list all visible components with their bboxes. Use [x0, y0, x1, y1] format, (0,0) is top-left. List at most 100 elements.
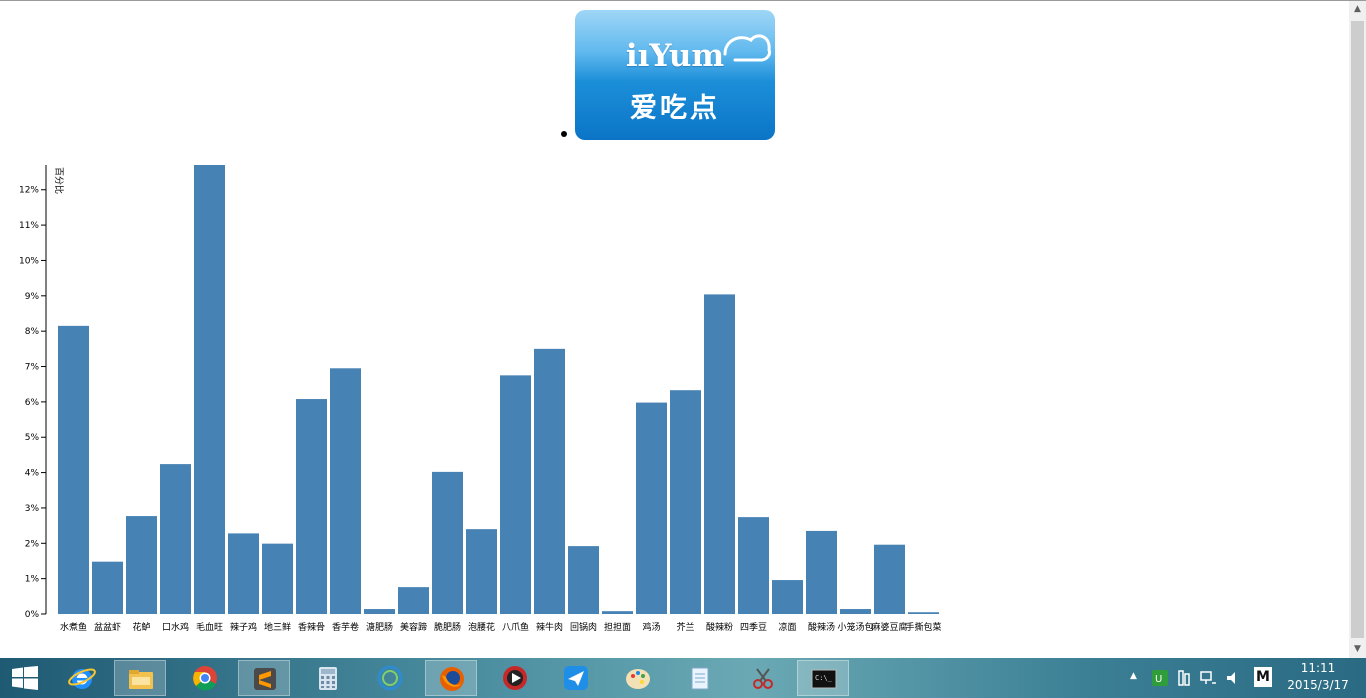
- bar-辣牛肉: [534, 348, 565, 614]
- media-player-taskbar-button[interactable]: [489, 660, 541, 696]
- green-tray-app-icon[interactable]: U: [1151, 669, 1169, 687]
- x-tick-label: 芥兰: [676, 621, 694, 633]
- bar-凉面: [772, 580, 803, 614]
- bar-口水鸡: [160, 464, 191, 614]
- paper-plane-app-taskbar-button[interactable]: [550, 660, 602, 696]
- x-tick-label: 溏肥肠: [366, 621, 393, 633]
- usb-device-icon[interactable]: [1175, 669, 1193, 687]
- chrome-taskbar-button[interactable]: [179, 660, 231, 696]
- x-tick-label: 四季豆: [740, 621, 767, 633]
- system-clock[interactable]: 11:11 2015/3/17: [1282, 660, 1354, 694]
- bar-八爪鱼: [500, 375, 531, 614]
- calculator-icon: [319, 667, 337, 690]
- windows-logo-icon: [12, 666, 38, 690]
- vertical-scrollbar[interactable]: ▲ ▼: [1349, 1, 1366, 658]
- system-tray: ▲ U M: [1126, 658, 1276, 698]
- sublime-text-taskbar-button[interactable]: [238, 660, 290, 696]
- x-tick-label: 酸辣粉: [706, 621, 733, 633]
- internet-explorer-taskbar-button[interactable]: [56, 660, 108, 696]
- show-hidden-icons-chevron-icon[interactable]: ▲: [1130, 671, 1137, 681]
- bar-香辣骨: [296, 399, 327, 614]
- x-tick-label: 毛血旺: [196, 621, 223, 633]
- windows-taskbar: C:\_ ▲ U M 11:11 2015/3/17: [0, 658, 1366, 698]
- cloud-icon: [723, 34, 771, 62]
- x-tick-label: 脆肥肠: [434, 621, 461, 633]
- input-method-indicator[interactable]: M: [1254, 667, 1272, 687]
- paper-plane-icon: [564, 666, 588, 690]
- logo-brand-text: iıYum: [625, 38, 725, 74]
- command-prompt-taskbar-button[interactable]: C:\_: [797, 660, 849, 696]
- bar-盆盆虾: [92, 561, 123, 614]
- scroll-down-arrow-icon[interactable]: ▼: [1354, 644, 1361, 654]
- x-tick-label: 地三鲜: [264, 621, 291, 633]
- clock-date: 2015/3/17: [1287, 678, 1349, 692]
- paint-taskbar-button[interactable]: [612, 660, 664, 696]
- clock-time: 11:11: [1300, 661, 1336, 675]
- bar-芥兰: [670, 390, 701, 614]
- x-tick-label: 香辣骨: [298, 621, 325, 633]
- x-tick-label: 花鲈: [132, 621, 150, 633]
- x-tick-label: 手撕包菜: [905, 621, 941, 633]
- y-tick-label: 2%: [25, 539, 40, 549]
- y-tick-label: 9%: [25, 292, 40, 302]
- media-disc-icon: [503, 666, 527, 690]
- x-tick-label: 辣子鸡: [230, 621, 257, 633]
- scissors-icon: [753, 668, 773, 689]
- list-bullet: [561, 131, 567, 137]
- y-tick-label: 11%: [19, 221, 39, 231]
- bar-酸辣粉: [704, 294, 735, 614]
- bar-四季豆: [738, 517, 769, 614]
- y-tick-label: 4%: [25, 469, 40, 479]
- scrollbar-thumb[interactable]: [1351, 21, 1364, 638]
- window-top-border: [0, 0, 1366, 1]
- sync-app-taskbar-button[interactable]: [364, 660, 416, 696]
- bar-溏肥肠: [364, 609, 395, 614]
- y-tick-label: 6%: [25, 398, 40, 408]
- y-tick-label: 5%: [25, 433, 40, 443]
- bar-水煮鱼: [58, 325, 89, 614]
- x-tick-label: 香芋卷: [332, 621, 359, 633]
- y-tick-label: 1%: [25, 575, 40, 585]
- sync-ring-icon: [377, 665, 403, 691]
- x-tick-label: 鸡汤: [642, 621, 660, 633]
- bar-鸡汤: [636, 402, 667, 614]
- x-tick-label: 盆盆虾: [94, 621, 121, 633]
- folder-icon: [129, 670, 153, 689]
- y-tick-label: 10%: [19, 256, 39, 266]
- x-tick-label: 担担面: [604, 621, 631, 633]
- iyum-logo: iıYum 爱吃点: [575, 10, 775, 140]
- y-tick-label: 7%: [25, 363, 40, 373]
- snipping-tool-taskbar-button[interactable]: [737, 660, 789, 696]
- scroll-up-arrow-icon[interactable]: ▲: [1354, 4, 1361, 14]
- notepad-icon: [691, 667, 709, 690]
- x-tick-label: 小笼汤包: [837, 621, 873, 633]
- calculator-taskbar-button[interactable]: [302, 660, 354, 696]
- logo-chinese-text: 爱吃点: [630, 93, 720, 124]
- svg-text:U: U: [1155, 674, 1162, 685]
- paint-palette-icon: [626, 669, 650, 689]
- firefox-taskbar-button[interactable]: [425, 660, 477, 696]
- sublime-text-icon: [254, 668, 276, 690]
- network-icon[interactable]: [1199, 669, 1217, 687]
- x-tick-label: 口水鸡: [162, 621, 189, 633]
- bar-毛血旺: [194, 165, 225, 614]
- bar-辣子鸡: [228, 533, 259, 614]
- bar-手撕包菜: [908, 612, 939, 614]
- bar-地三鲜: [262, 543, 293, 614]
- bar-泡腰花: [466, 529, 497, 614]
- bar-花鲈: [126, 516, 157, 614]
- x-tick-label: 酸辣汤: [808, 621, 835, 633]
- y-tick-label: 8%: [25, 327, 40, 337]
- bar-担担面: [602, 611, 633, 614]
- file-explorer-taskbar-button[interactable]: [114, 660, 166, 696]
- start-button[interactable]: [0, 660, 52, 696]
- x-tick-label: 美容蹄: [400, 621, 427, 633]
- bar-香芋卷: [330, 368, 361, 614]
- bar-chart: 0% 1% 2% 3% 4% 5% 6% 7% 8% 9% 10% 11% 12% 水煮鱼 盆盆虾 花鲈 口水…: [19, 165, 942, 633]
- firefox-icon: [440, 667, 464, 691]
- notepad-taskbar-button[interactable]: [674, 660, 726, 696]
- y-tick-label: 3%: [25, 504, 40, 514]
- internet-explorer-icon: [68, 668, 96, 689]
- x-tick-label: 麻婆豆腐: [871, 621, 907, 633]
- volume-icon[interactable]: [1224, 669, 1242, 687]
